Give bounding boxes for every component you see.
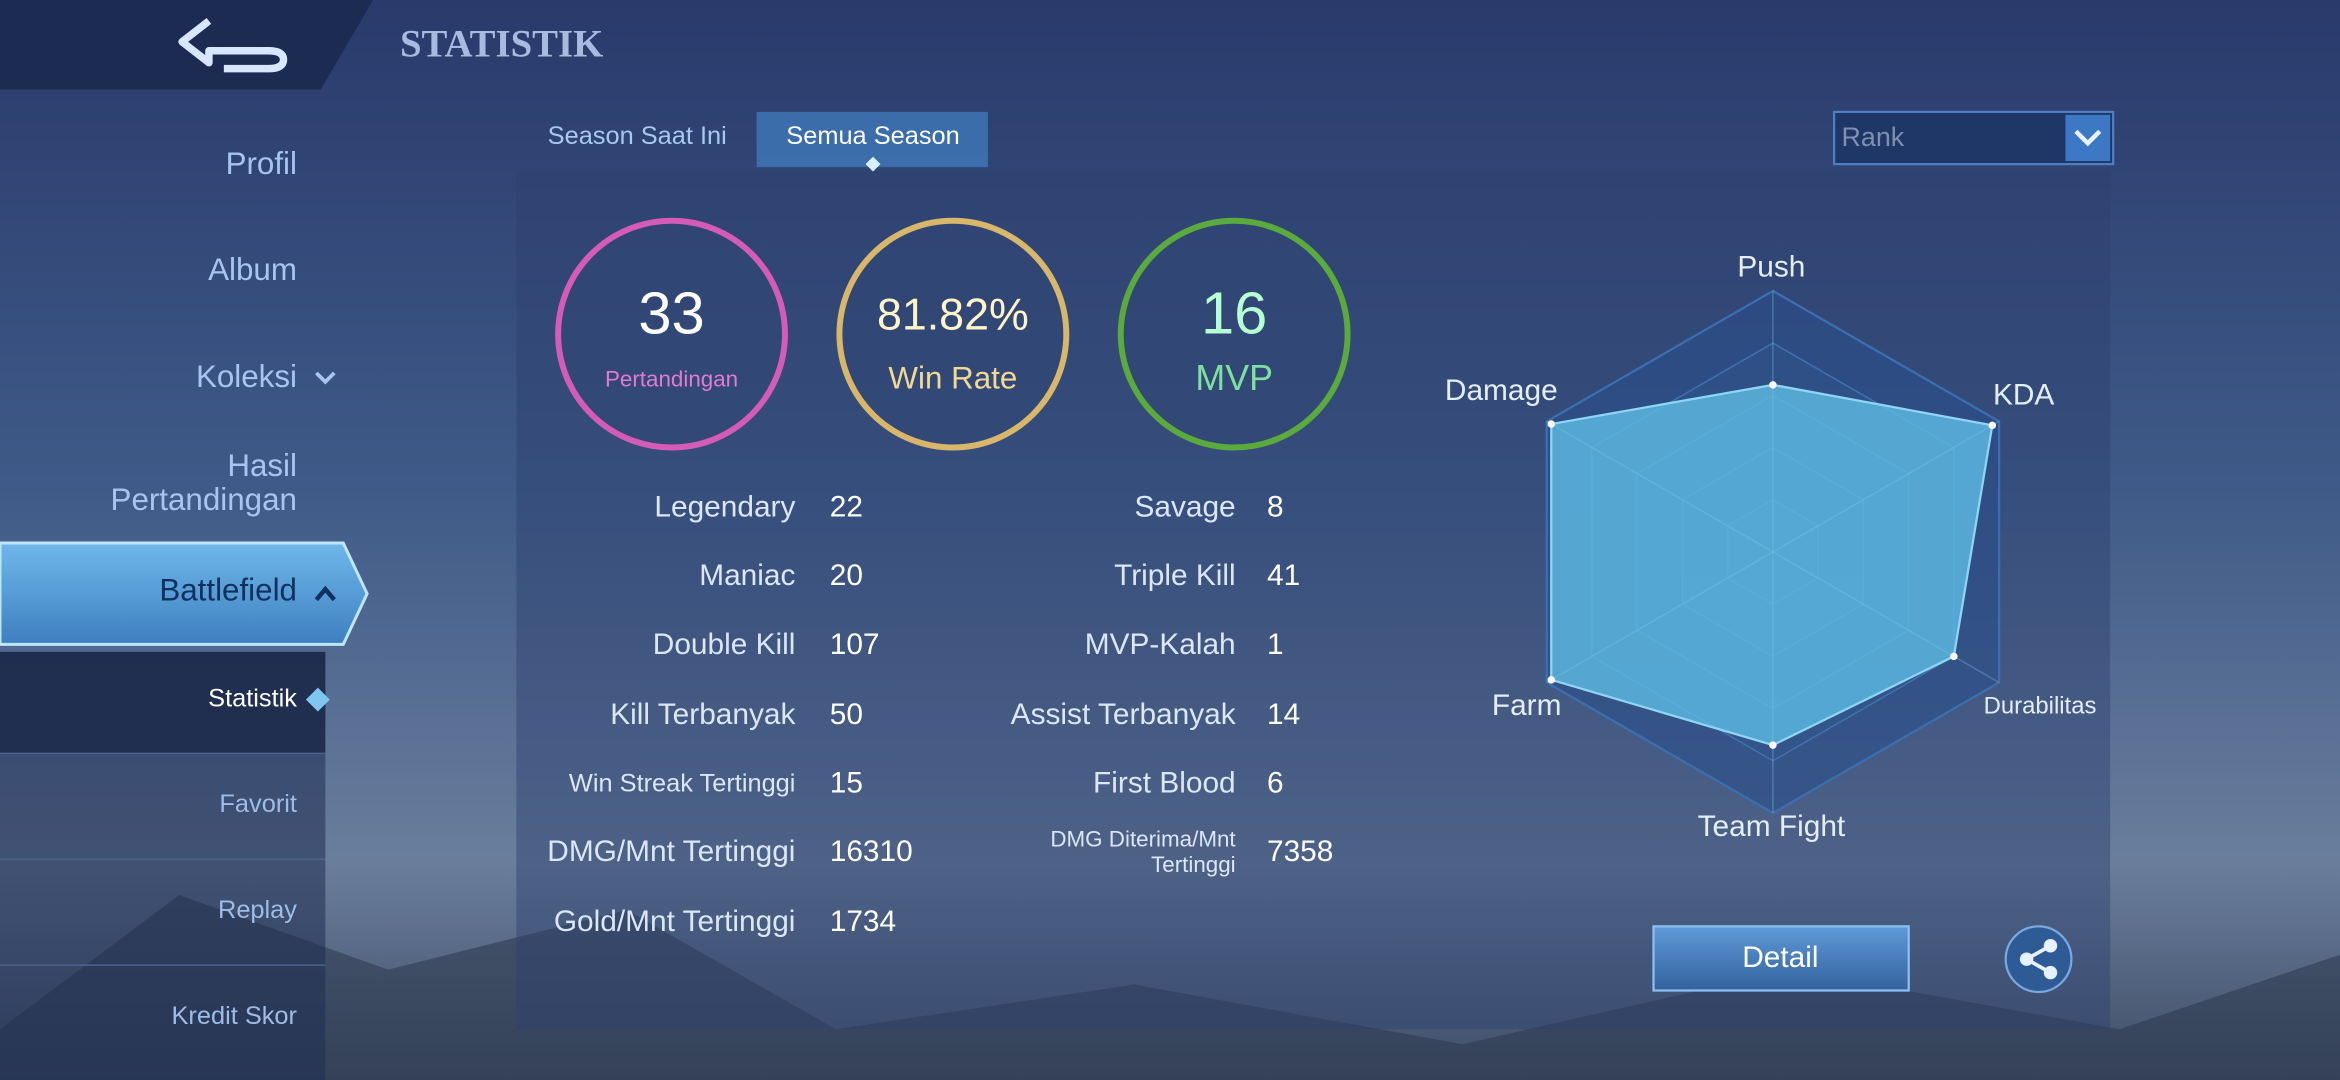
radar-point [1769, 381, 1777, 389]
share-button[interactable] [2004, 925, 2073, 994]
stat-label: First Blood [1093, 767, 1236, 800]
stat-label: Gold/Mnt Tertinggi [554, 905, 796, 938]
radar-axis-label: Damage [1445, 374, 1558, 407]
stat-label: Tertinggi [1151, 852, 1236, 877]
sub-nav-item[interactable]: Statistik [208, 684, 297, 712]
stat-value: 1734 [830, 905, 896, 938]
stat-label: Assist Terbanyak [1011, 698, 1236, 731]
sub-nav-item[interactable]: Favorit [219, 790, 297, 818]
nav-active-bg [0, 541, 369, 646]
stat-value: 6 [1267, 767, 1284, 800]
stat-value: 107 [830, 628, 880, 661]
radar-point [1950, 652, 1958, 661]
stat-label: Triple Kill [1114, 559, 1236, 592]
summary-ring [836, 217, 1070, 451]
radar-point [1547, 420, 1555, 428]
stat-label: DMG/Mnt Tertinggi [547, 835, 795, 868]
stat-label: DMG Diterima/Mnt [1050, 826, 1236, 851]
radar-axis-label: Team Fight [1698, 810, 1846, 843]
stat-value: 7358 [1267, 835, 1333, 868]
stat-value: 22 [830, 491, 863, 524]
tab[interactable]: Season Saat Ini [548, 122, 727, 150]
stat-value: 20 [830, 559, 863, 592]
radar-spoke [1546, 551, 1774, 684]
detail-label: Detail [1742, 941, 1818, 974]
summary-value: 33 [638, 280, 704, 347]
nav-item[interactable]: Album [208, 252, 297, 287]
radar-spoke [1546, 420, 1774, 553]
stat-label: MVP-Kalah [1085, 628, 1236, 661]
radar-axis-label: Push [1737, 250, 1805, 283]
stat-label: Legendary [654, 491, 795, 524]
stat-label: Kill Terbanyak [610, 698, 795, 731]
radar-spoke [1772, 551, 2000, 684]
summary-value: 16 [1201, 280, 1267, 347]
summary-label: Win Rate [888, 361, 1017, 396]
radar-point [1547, 676, 1555, 684]
nav-item[interactable]: Battlefield [159, 572, 297, 607]
radar-spoke [1772, 420, 2000, 553]
stat-value: 50 [830, 698, 863, 731]
stat-label: Maniac [699, 559, 795, 592]
nav-item[interactable]: Pertandingan [111, 482, 297, 517]
stat-label: Savage [1134, 491, 1235, 524]
filter-text: Rank [1842, 122, 1905, 152]
sub-nav-item[interactable]: Kredit Skor [172, 1002, 298, 1030]
summary-label: Pertandingan [605, 366, 738, 391]
nav-item[interactable]: Profil [226, 146, 297, 181]
nav-chevron [315, 371, 336, 385]
radar-point [1988, 421, 1997, 430]
summary-ring [1117, 217, 1351, 451]
detail-button[interactable] [1652, 925, 1910, 992]
stat-value: 8 [1267, 491, 1284, 524]
dropdown-arrow [2074, 129, 2102, 147]
tab[interactable]: Semua Season [786, 122, 959, 150]
back-button[interactable] [178, 17, 288, 73]
mountains [0, 895, 2340, 1080]
nav-chevron [314, 585, 336, 602]
stat-value: 15 [830, 767, 863, 800]
sub-nav-marker [305, 687, 330, 712]
radar-axis-label: Durabilitas [1984, 692, 2097, 719]
stat-label: Double Kill [653, 628, 796, 661]
stat-value: 16310 [830, 835, 913, 868]
stat-value: 14 [1267, 698, 1300, 731]
nav-item[interactable]: Hasil [227, 448, 297, 483]
summary-ring [555, 217, 788, 451]
radar-point [1769, 741, 1777, 749]
sub-nav-item[interactable]: Replay [218, 896, 297, 924]
summary-value: 81.82% [877, 290, 1029, 340]
dropdown-arrow-box [2065, 114, 2111, 162]
sub-nav-selected [0, 651, 326, 754]
nav-item[interactable]: Koleksi [196, 359, 297, 394]
stat-label: Win Streak Tertinggi [569, 769, 796, 797]
radar-axis-label: Farm [1492, 689, 1562, 722]
radar-axis-label: KDA [1993, 379, 2054, 412]
content: ProfilAlbumKoleksiHasilPertandinganBattl… [0, 122, 2096, 1030]
stat-value: 41 [1267, 559, 1300, 592]
stat-value: 1 [1267, 628, 1284, 661]
summary-label: MVP [1195, 358, 1273, 398]
page-title: STATISTIK [400, 23, 603, 66]
